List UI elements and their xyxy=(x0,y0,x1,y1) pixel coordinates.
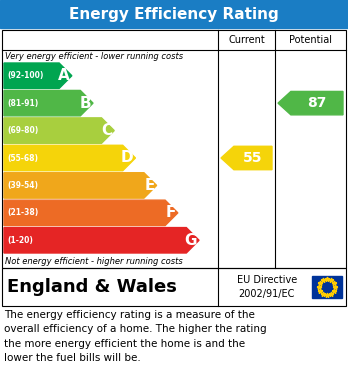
Text: F: F xyxy=(165,205,176,221)
Polygon shape xyxy=(4,200,178,226)
Text: B: B xyxy=(79,96,91,111)
Polygon shape xyxy=(4,63,72,88)
Polygon shape xyxy=(4,228,199,253)
Polygon shape xyxy=(221,146,272,170)
Text: (21-38): (21-38) xyxy=(7,208,38,217)
Polygon shape xyxy=(278,91,343,115)
Bar xyxy=(2,268,346,306)
Text: England & Wales: England & Wales xyxy=(7,278,177,296)
Text: D: D xyxy=(121,151,133,165)
Polygon shape xyxy=(4,90,93,116)
Polygon shape xyxy=(4,145,135,171)
Text: Energy Efficiency Rating: Energy Efficiency Rating xyxy=(69,7,279,22)
Text: EU Directive
2002/91/EC: EU Directive 2002/91/EC xyxy=(237,275,297,299)
Text: (1-20): (1-20) xyxy=(7,236,33,245)
Text: (55-68): (55-68) xyxy=(7,154,38,163)
Text: (81-91): (81-91) xyxy=(7,99,38,108)
Text: Current: Current xyxy=(228,35,265,45)
Text: Potential: Potential xyxy=(289,35,332,45)
Text: C: C xyxy=(101,123,112,138)
Text: G: G xyxy=(184,233,197,248)
Text: E: E xyxy=(144,178,155,193)
Bar xyxy=(312,276,342,298)
Bar xyxy=(2,30,346,268)
Text: (39-54): (39-54) xyxy=(7,181,38,190)
Text: Very energy efficient - lower running costs: Very energy efficient - lower running co… xyxy=(5,52,183,61)
Polygon shape xyxy=(4,173,157,198)
Text: The energy efficiency rating is a measure of the
overall efficiency of a home. T: The energy efficiency rating is a measur… xyxy=(4,310,267,363)
Polygon shape xyxy=(4,118,114,143)
Text: 87: 87 xyxy=(307,96,327,110)
Bar xyxy=(0,0,348,28)
Text: (69-80): (69-80) xyxy=(7,126,38,135)
Text: (92-100): (92-100) xyxy=(7,71,44,80)
Text: Not energy efficient - higher running costs: Not energy efficient - higher running co… xyxy=(5,257,183,266)
Text: A: A xyxy=(58,68,70,83)
Text: 55: 55 xyxy=(243,151,263,165)
